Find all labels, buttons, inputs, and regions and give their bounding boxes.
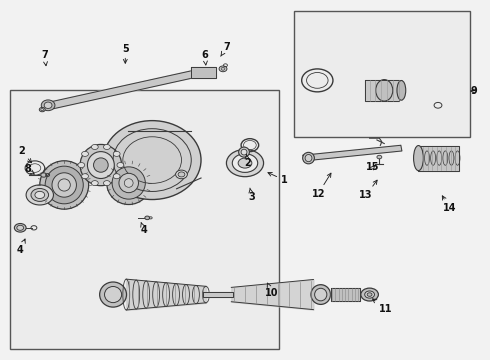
Ellipse shape [124,179,133,187]
Text: 11: 11 [372,299,392,314]
Ellipse shape [239,147,249,157]
Polygon shape [191,67,216,78]
Text: 4: 4 [141,222,147,235]
Text: 9: 9 [470,86,477,96]
Circle shape [35,192,45,198]
Text: 6: 6 [201,50,208,65]
Ellipse shape [315,288,327,301]
Text: 2: 2 [244,155,251,168]
Circle shape [226,149,264,177]
Text: 5: 5 [122,44,129,63]
Circle shape [232,154,258,172]
Circle shape [221,67,225,70]
Text: 8: 8 [24,164,34,174]
Bar [10,90,279,348]
Text: 13: 13 [360,180,377,200]
Circle shape [92,181,98,186]
Circle shape [14,224,26,232]
Polygon shape [203,292,233,297]
Ellipse shape [87,152,114,179]
Polygon shape [50,69,202,109]
Circle shape [113,174,120,179]
Circle shape [178,172,185,177]
Circle shape [17,225,24,230]
Text: 12: 12 [312,173,331,199]
Circle shape [82,151,89,156]
Circle shape [238,158,252,168]
Ellipse shape [311,285,331,305]
Circle shape [361,288,378,301]
Ellipse shape [397,81,406,100]
Circle shape [219,66,227,72]
Circle shape [78,163,85,167]
Ellipse shape [104,287,122,303]
Ellipse shape [376,80,393,101]
Circle shape [31,189,49,201]
Ellipse shape [99,282,126,307]
Ellipse shape [107,162,151,204]
Ellipse shape [94,158,108,172]
Ellipse shape [305,154,312,162]
Polygon shape [331,288,360,301]
Circle shape [92,144,98,149]
Text: 10: 10 [265,283,279,298]
Circle shape [82,174,89,179]
Polygon shape [303,145,402,161]
Text: 2: 2 [18,145,31,163]
Ellipse shape [303,152,315,164]
Circle shape [367,293,372,296]
Ellipse shape [40,161,89,209]
Polygon shape [418,145,459,171]
Ellipse shape [52,173,76,197]
Text: 3: 3 [248,188,255,202]
Ellipse shape [241,149,247,155]
Ellipse shape [119,173,139,193]
Circle shape [41,173,47,177]
Ellipse shape [41,100,55,111]
Circle shape [145,216,150,220]
Ellipse shape [103,121,201,199]
Ellipse shape [58,179,71,191]
Circle shape [377,155,382,159]
Ellipse shape [44,102,52,108]
Circle shape [113,151,120,156]
Bar [294,12,470,137]
Circle shape [103,144,110,149]
Ellipse shape [112,167,146,199]
Ellipse shape [45,166,83,204]
Circle shape [117,163,124,167]
Text: 14: 14 [442,196,456,213]
Ellipse shape [414,145,423,171]
Text: 7: 7 [220,42,230,56]
Text: 15: 15 [366,162,380,172]
Text: 1: 1 [268,172,288,185]
Circle shape [26,185,53,205]
Text: 4: 4 [17,239,25,255]
Circle shape [175,170,187,179]
Circle shape [365,291,374,298]
Circle shape [39,107,45,112]
Polygon shape [365,80,399,101]
Ellipse shape [80,144,122,186]
Circle shape [103,181,110,186]
Text: 7: 7 [41,50,48,66]
